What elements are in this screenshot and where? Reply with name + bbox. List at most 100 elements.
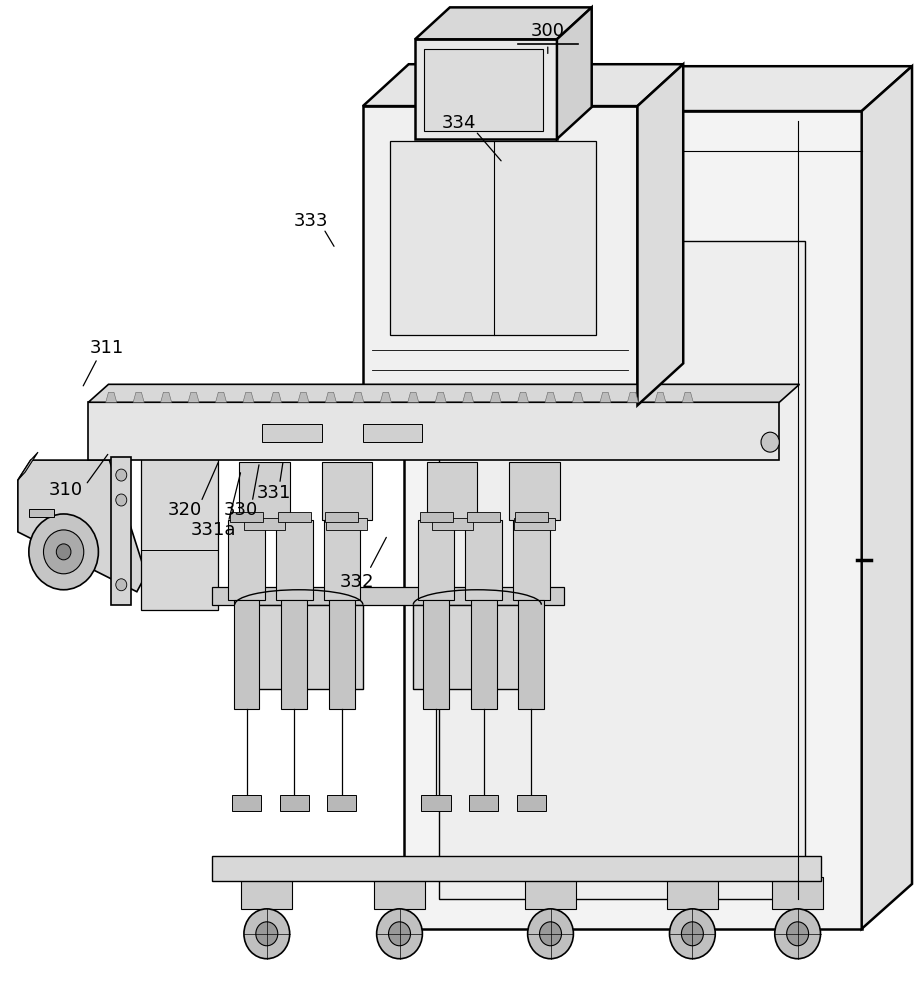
- Text: 320: 320: [167, 501, 202, 519]
- Polygon shape: [17, 452, 38, 480]
- Bar: [244, 518, 285, 530]
- Circle shape: [56, 544, 71, 560]
- Bar: [363, 106, 637, 405]
- Polygon shape: [216, 392, 227, 402]
- Text: 310: 310: [49, 481, 83, 499]
- Bar: [525, 877, 577, 909]
- Bar: [421, 795, 451, 811]
- Bar: [439, 241, 805, 899]
- Polygon shape: [106, 392, 117, 402]
- Circle shape: [528, 909, 574, 959]
- Circle shape: [43, 530, 84, 574]
- Text: 332: 332: [340, 573, 374, 591]
- Bar: [363, 424, 422, 442]
- Bar: [235, 605, 363, 689]
- Bar: [666, 877, 718, 909]
- Bar: [278, 512, 310, 522]
- Polygon shape: [133, 392, 144, 402]
- Polygon shape: [518, 392, 529, 402]
- Text: 333: 333: [294, 212, 328, 230]
- Polygon shape: [655, 392, 666, 402]
- Bar: [212, 587, 565, 605]
- Circle shape: [761, 432, 779, 452]
- Text: 334: 334: [442, 114, 476, 132]
- Bar: [212, 856, 821, 881]
- Bar: [88, 402, 779, 460]
- Bar: [280, 795, 308, 811]
- Bar: [420, 512, 453, 522]
- Bar: [431, 518, 473, 530]
- Circle shape: [116, 494, 127, 506]
- Bar: [467, 512, 500, 522]
- Bar: [229, 520, 265, 600]
- Circle shape: [540, 922, 562, 946]
- Bar: [424, 49, 543, 131]
- Bar: [427, 462, 477, 520]
- Bar: [515, 512, 548, 522]
- Bar: [321, 462, 372, 520]
- Text: 331a: 331a: [191, 521, 237, 539]
- Bar: [282, 600, 308, 709]
- Polygon shape: [463, 392, 474, 402]
- Circle shape: [775, 909, 821, 959]
- Bar: [519, 600, 544, 709]
- Circle shape: [669, 909, 715, 959]
- Circle shape: [681, 922, 703, 946]
- Bar: [413, 605, 542, 689]
- Circle shape: [388, 922, 410, 946]
- Polygon shape: [435, 392, 446, 402]
- Bar: [509, 462, 560, 520]
- Polygon shape: [408, 392, 419, 402]
- Polygon shape: [415, 7, 592, 39]
- Polygon shape: [298, 392, 308, 402]
- Bar: [418, 520, 454, 600]
- Polygon shape: [490, 392, 501, 402]
- Bar: [232, 795, 262, 811]
- Polygon shape: [353, 392, 364, 402]
- Bar: [469, 795, 498, 811]
- Bar: [513, 520, 550, 600]
- Bar: [327, 795, 356, 811]
- Polygon shape: [363, 64, 683, 106]
- Bar: [517, 795, 546, 811]
- Bar: [263, 424, 321, 442]
- Polygon shape: [243, 392, 254, 402]
- Polygon shape: [325, 392, 336, 402]
- Polygon shape: [862, 66, 912, 929]
- Bar: [404, 111, 862, 929]
- Bar: [325, 512, 358, 522]
- Text: 300: 300: [531, 22, 565, 40]
- Text: 330: 330: [224, 501, 258, 519]
- Bar: [329, 600, 354, 709]
- Bar: [276, 520, 312, 600]
- Polygon shape: [88, 384, 800, 402]
- Polygon shape: [17, 460, 146, 592]
- Polygon shape: [380, 392, 391, 402]
- Text: 311: 311: [90, 339, 124, 357]
- Text: 331: 331: [257, 484, 291, 502]
- Bar: [415, 39, 557, 139]
- Polygon shape: [404, 66, 912, 111]
- Bar: [111, 457, 131, 605]
- Bar: [514, 518, 555, 530]
- Polygon shape: [161, 392, 172, 402]
- Polygon shape: [627, 392, 638, 402]
- Bar: [323, 520, 360, 600]
- Bar: [241, 877, 293, 909]
- Bar: [28, 509, 54, 517]
- Polygon shape: [600, 392, 610, 402]
- Polygon shape: [271, 392, 282, 402]
- Bar: [465, 520, 502, 600]
- Circle shape: [787, 922, 809, 946]
- Bar: [140, 455, 218, 610]
- Circle shape: [116, 469, 127, 481]
- Polygon shape: [545, 392, 556, 402]
- Bar: [230, 512, 263, 522]
- Polygon shape: [637, 64, 683, 405]
- Circle shape: [116, 579, 127, 591]
- Polygon shape: [188, 392, 199, 402]
- Circle shape: [244, 909, 290, 959]
- Bar: [423, 600, 449, 709]
- Bar: [390, 141, 597, 335]
- Bar: [234, 600, 260, 709]
